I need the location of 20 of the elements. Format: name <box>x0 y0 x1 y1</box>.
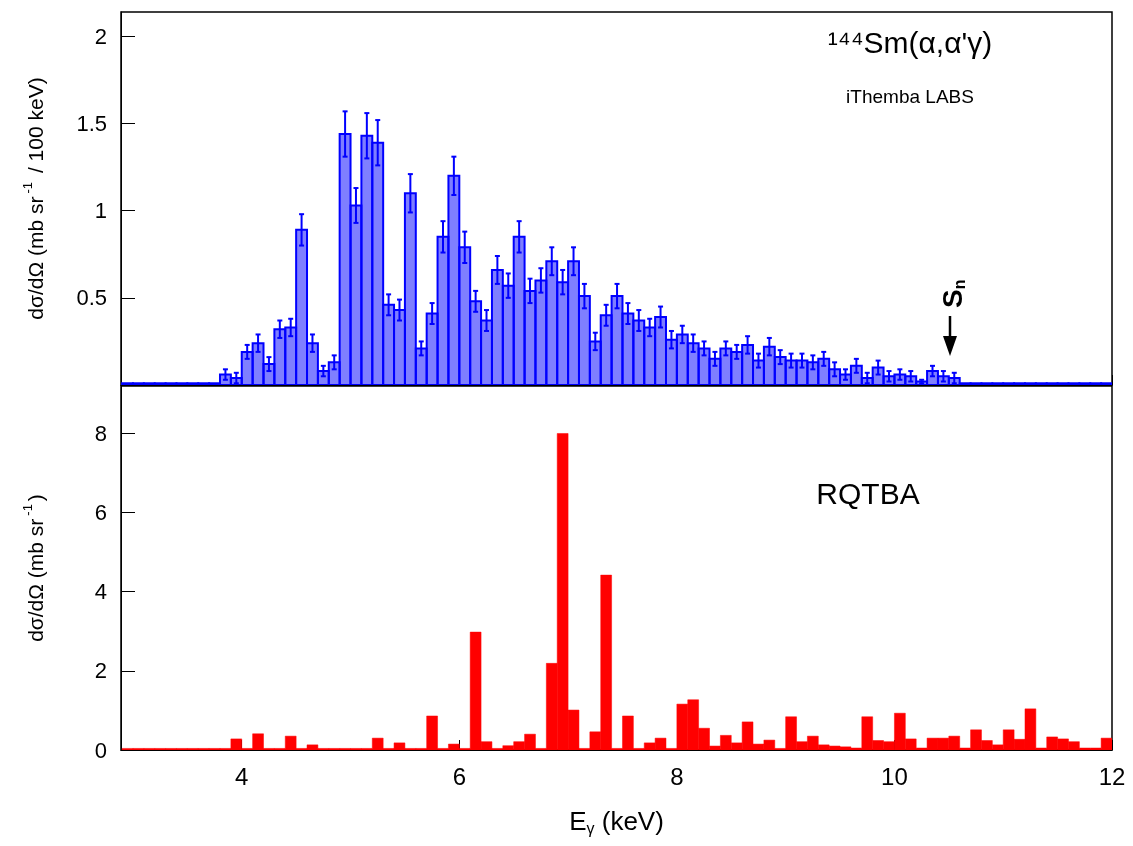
x-tick-label: 6 <box>452 762 466 790</box>
y-tick-label: 2 <box>94 658 107 684</box>
y-tick-label: 4 <box>94 579 107 605</box>
annotation: ¹⁴⁴Sm(α,α'γ) <box>827 25 993 59</box>
x-tick-label: 10 <box>881 762 908 790</box>
y-tick-label: 2 <box>94 23 107 49</box>
y-tick-label: 0 <box>94 737 107 763</box>
x-tick-label: 12 <box>1098 762 1126 790</box>
annotation: RQTBA <box>816 476 920 510</box>
x-tick-label: 8 <box>670 762 684 790</box>
y-axis-title: dσ/dΩ (mb sr-1 / 100 keV) <box>20 77 47 320</box>
annotation: Sn <box>936 279 968 308</box>
y-tick-label: 0.5 <box>76 285 107 311</box>
y-tick-label: 8 <box>94 420 107 446</box>
x-tick-label: 4 <box>235 762 249 790</box>
y-tick-label: 1 <box>94 198 107 224</box>
y-tick-label: 1.5 <box>76 111 107 137</box>
y-tick-label: 6 <box>94 500 107 526</box>
y-axis-title: dσ/dΩ (mb sr-1) <box>20 494 47 642</box>
annotation: iThemba LABS <box>846 85 974 107</box>
